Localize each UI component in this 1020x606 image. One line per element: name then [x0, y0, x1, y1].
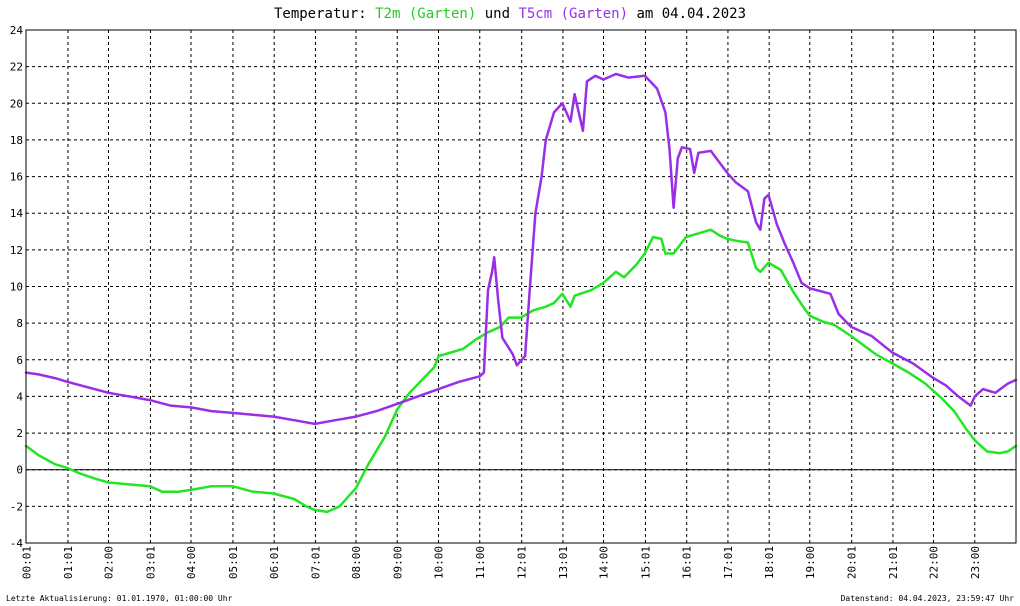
x-tick-label: 13:01 — [557, 546, 570, 579]
series-lines — [24, 72, 1018, 514]
footer-data-state: Datenstand: 04.04.2023, 23:59:47 Uhr — [841, 594, 1015, 603]
y-tick-label: 0 — [16, 464, 23, 477]
y-tick-label: 6 — [16, 354, 23, 367]
x-tick-label: 03:01 — [144, 546, 157, 579]
x-tick-label: 07:01 — [309, 546, 322, 579]
grid — [26, 30, 1016, 543]
x-tick-label: 15:01 — [639, 546, 652, 579]
y-tick-label: 16 — [10, 171, 23, 184]
x-tick-label: 01:01 — [62, 546, 75, 579]
y-tick-label: -2 — [10, 500, 23, 513]
plot-frame — [25, 29, 1017, 544]
x-tick-label: 05:01 — [227, 546, 240, 579]
x-tick-label: 10:00 — [433, 546, 446, 579]
x-tick-label: 02:00 — [103, 546, 116, 579]
x-tick-label: 23:00 — [969, 546, 982, 579]
y-tick-label: 22 — [10, 61, 23, 74]
y-tick-label: 10 — [10, 281, 23, 294]
x-tick-label: 00:01 — [21, 546, 34, 579]
series-line-t5cm — [24, 72, 1018, 426]
x-tick-label: 11:00 — [474, 546, 487, 579]
series-line-t2m — [24, 228, 1018, 514]
x-tick-label: 04:00 — [185, 546, 198, 579]
x-tick-label: 09:00 — [391, 546, 404, 579]
x-tick-label: 18:01 — [763, 546, 776, 579]
x-tick-label: 16:01 — [681, 546, 694, 579]
x-tick-label: 21:01 — [887, 546, 900, 579]
y-tick-label: 24 — [10, 24, 24, 37]
title-prefix: Temperatur: — [274, 6, 375, 22]
title-middle: und — [476, 6, 518, 22]
x-tick-label: 20:01 — [846, 546, 859, 579]
y-tick-label: 4 — [16, 390, 23, 403]
chart-title: Temperatur: T2m (Garten) und T5cm (Garte… — [274, 6, 746, 22]
footer-last-update: Letzte Aktualisierung: 01.01.1970, 01:00… — [6, 594, 233, 603]
y-tick-label: 12 — [10, 244, 23, 257]
x-tick-label: 17:01 — [722, 546, 735, 579]
x-tick-label: 06:01 — [268, 546, 281, 579]
x-axis-ticks: 00:01 01:01 02:00 03:01 04:00 05:01 06:01 07:01… — [21, 546, 982, 579]
x-tick-label: 22:00 — [928, 546, 941, 579]
x-tick-label: 14:00 — [598, 546, 611, 579]
y-tick-label: 14 — [10, 207, 24, 220]
title-series-t5cm: T5cm (Garten) — [518, 6, 628, 22]
x-tick-label: 12:01 — [516, 546, 529, 579]
x-tick-label: 08:00 — [350, 546, 363, 579]
y-tick-label: 2 — [16, 427, 23, 440]
y-tick-label: 20 — [10, 97, 23, 110]
x-tick-label: 19:00 — [804, 546, 817, 579]
title-series-t2m: T2m (Garten) — [375, 6, 476, 22]
title-date: am 04.04.2023 — [628, 6, 746, 22]
y-tick-label: -4 — [10, 537, 24, 550]
y-tick-label: 8 — [16, 317, 23, 330]
y-tick-label: 18 — [10, 134, 23, 147]
